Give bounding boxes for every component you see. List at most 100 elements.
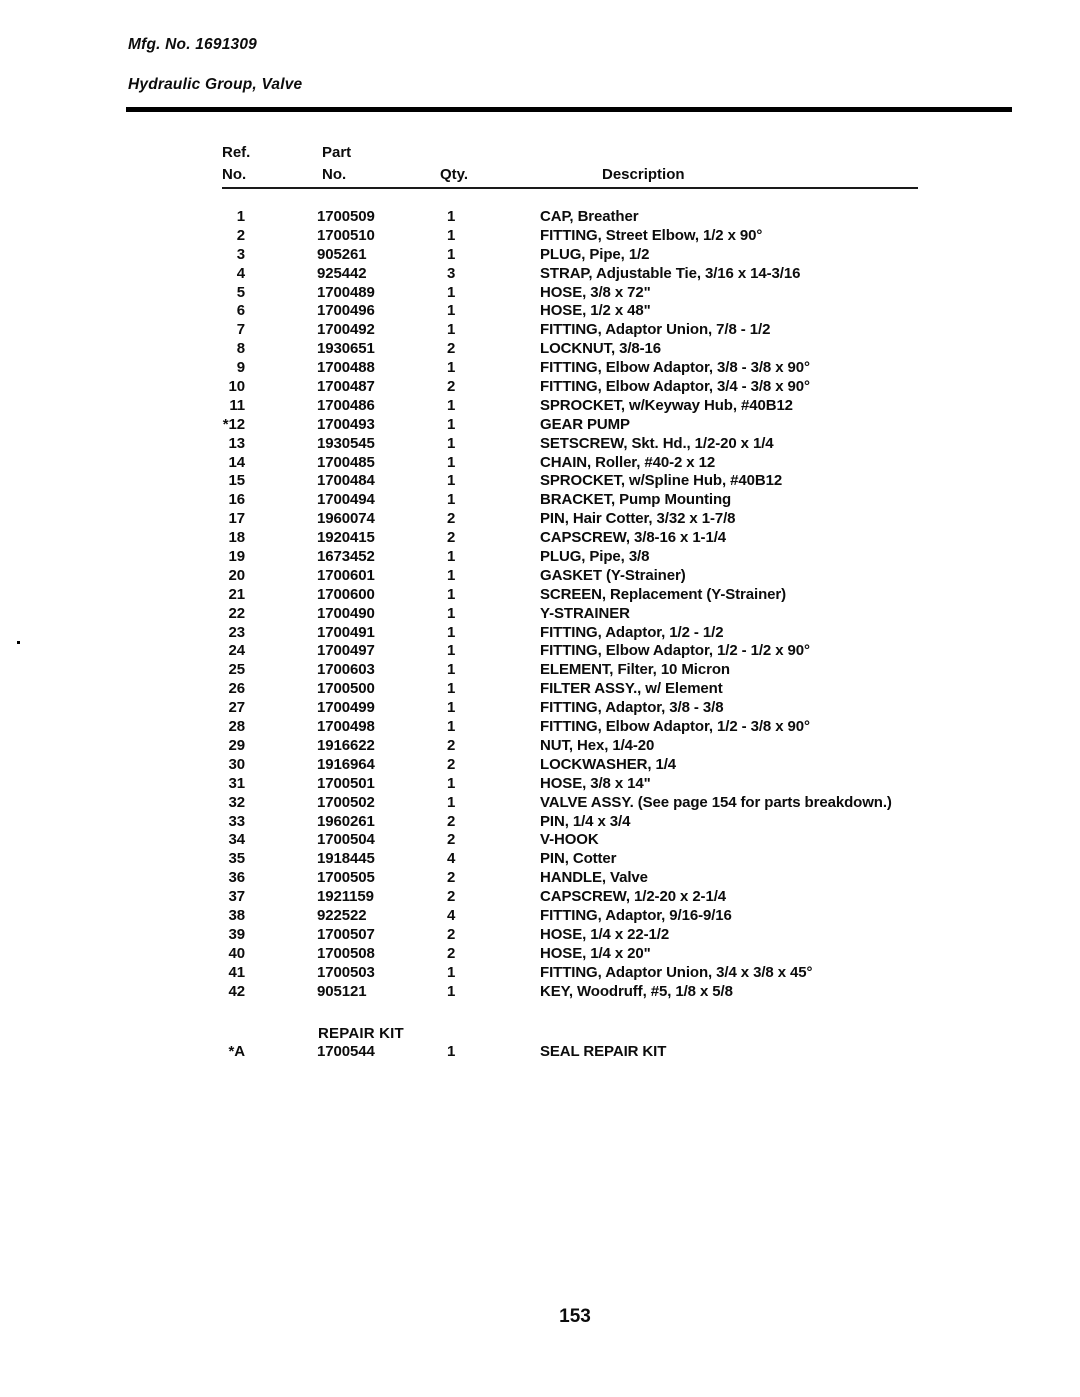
table-row: 40 1700508 2 HOSE, 1/4 x 20" [180,945,1060,964]
ref-no-cell: 13 [228,434,246,452]
description-cell: FITTING, Adaptor Union, 3/4 x 3/8 x 45° [540,963,813,981]
description-cell: SCREEN, Replacement (Y-Strainer) [540,585,787,603]
part-no-cell: 1700486 [317,396,375,414]
part-no-cell: 925442 [317,264,367,282]
page-number: 153 [559,1306,591,1327]
part-no-cell: 1700499 [317,699,375,717]
part-no-cell: 1700509 [317,208,375,225]
table-row: 25 1700603 1 ELEMENT, Filter, 10 Micron [180,661,1060,680]
table-row: 34 1700504 2 V-HOOK [180,831,1060,850]
description-cell: CAPSCREW, 1/2-20 x 2-1/4 [540,888,727,906]
description-cell: FITTING, Adaptor, 9/16-9/16 [540,906,732,924]
ref-no-cell: 19 [228,548,246,566]
qty-cell: 1 [447,680,456,698]
qty-cell: 1 [447,982,456,1000]
description-cell: STRAP, Adjustable Tie, 3/16 x 14-3/16 [540,264,801,282]
description-cell: PIN, Cotter [540,850,617,868]
col-header-ref-line1: Ref. [222,144,251,161]
table-row: 29 1916622 2 NUT, Hex, 1/4-20 [180,737,1060,756]
qty-cell: 2 [447,510,456,528]
table-row: 32 1700502 1 VALVE ASSY. (See page 154 for … [180,794,1060,813]
ref-no-cell: 10 [228,378,246,396]
qty-cell: 2 [447,812,456,830]
part-no-cell: 1700484 [317,472,375,490]
description-cell: HOSE, 3/8 x 14" [540,774,651,792]
part-no-cell: 1700485 [317,453,375,471]
description-cell: V-HOOK [540,831,599,849]
ref-no-cell: 9 [236,359,245,377]
qty-cell: 1 [447,396,456,414]
qty-cell: 1 [447,472,456,490]
ref-no-cell: 32 [228,793,246,811]
ref-no-cell: 29 [228,736,246,754]
table-row: 7 1700492 1 FITTING, Adaptor Union, 7/8 - 1… [180,321,1060,340]
ref-no-cell: 35 [228,850,246,868]
table-row: 2 1700510 1 FITTING, Street Elbow, 1/2 x 90… [180,227,1060,246]
table-row: 23 1700491 1 FITTING, Adaptor, 1/2 - 1/2 [180,624,1060,643]
section-title: Hydraulic Group, Valve [128,76,303,93]
qty-cell: 1 [447,963,456,981]
table-row: *12 1700493 1 GEAR PUMP [180,416,1060,435]
table-row: *A 1700544 1 SEAL REPAIR KIT [180,1043,1060,1062]
parts-table-body: 1 1700509 1 CAP, Breather 2 1700510 1 FITTING, … [180,208,1060,1001]
qty-cell: 1 [447,208,456,225]
table-row: 31 1700501 1 HOSE, 3/8 x 14" [180,775,1060,794]
table-row: 11 1700486 1 SPROCKET, w/Keyway Hub, #40B12 [180,397,1060,416]
table-row: 6 1700496 1 HOSE, 1/2 x 48" [180,302,1060,321]
ref-no-cell: 40 [228,944,246,962]
description-cell: Y-STRAINER [540,604,630,622]
part-no-cell: 905261 [317,245,367,263]
description-cell: GASKET (Y-Strainer) [540,566,686,584]
ref-no-cell: 28 [228,718,246,736]
part-no-cell: 1700501 [317,774,375,792]
ref-no-cell: 7 [236,321,245,339]
qty-cell: 1 [447,604,456,622]
description-cell: FITTING, Elbow Adaptor, 1/2 - 3/8 x 90° [540,718,810,736]
description-cell: PLUG, Pipe, 3/8 [540,548,650,566]
ref-no-cell: *A [228,1043,246,1060]
ref-no-cell: 41 [228,963,246,981]
qty-cell: 1 [447,1043,456,1060]
table-row: 35 1918445 4 PIN, Cotter [180,850,1060,869]
col-header-ref-line2: No. [222,166,247,183]
table-row: 15 1700484 1 SPROCKET, w/Spline Hub, #40B12 [180,472,1060,491]
ref-no-cell: 34 [228,831,246,849]
qty-cell: 2 [447,869,456,887]
qty-cell: 1 [447,434,456,452]
qty-cell: 1 [447,491,456,509]
part-no-cell: 922522 [317,906,367,924]
ref-no-cell: 3 [236,245,245,263]
description-cell: HOSE, 1/4 x 20" [540,944,651,962]
description-cell: HOSE, 1/2 x 48" [540,302,651,320]
description-cell: FITTING, Elbow Adaptor, 3/8 - 3/8 x 90° [540,359,810,377]
part-no-cell: 1700600 [317,585,375,603]
table-row: 5 1700489 1 HOSE, 3/8 x 72" [180,284,1060,303]
repair-kit-table-body: *A 1700544 1 SEAL REPAIR KIT [180,1043,1060,1062]
table-row: 20 1700601 1 GASKET (Y-Strainer) [180,567,1060,586]
description-cell: PIN, Hair Cotter, 3/32 x 1-7/8 [540,510,736,528]
ref-no-cell: 14 [228,453,246,471]
description-cell: NUT, Hex, 1/4-20 [540,736,655,754]
ref-no-cell: 2 [236,226,245,244]
description-cell: LOCKWASHER, 1/4 [540,755,677,773]
ref-no-cell: 23 [228,623,246,641]
qty-cell: 2 [447,925,456,943]
part-no-cell: 1700491 [317,623,375,641]
ref-no-cell: 42 [228,982,246,1000]
part-no-cell: 1700500 [317,680,375,698]
column-header-rule [222,187,918,189]
qty-cell: 1 [447,642,456,660]
scan-speck [17,641,20,644]
ref-no-cell: 8 [236,340,245,358]
description-cell: PIN, 1/4 x 3/4 [540,812,631,830]
ref-no-cell: 18 [228,529,246,547]
ref-no-cell: 31 [228,774,246,792]
ref-no-cell: 21 [228,585,246,603]
table-row: 37 1921159 2 CAPSCREW, 1/2-20 x 2-1/4 [180,888,1060,907]
qty-cell: 2 [447,831,456,849]
description-cell: FITTING, Elbow Adaptor, 3/4 - 3/8 x 90° [540,378,810,396]
description-cell: SPROCKET, w/Spline Hub, #40B12 [540,472,783,490]
qty-cell: 4 [447,850,456,868]
ref-no-cell: 1 [236,208,245,225]
part-no-cell: 905121 [317,982,367,1000]
